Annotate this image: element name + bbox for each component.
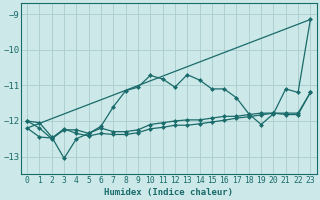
X-axis label: Humidex (Indice chaleur): Humidex (Indice chaleur) — [104, 188, 233, 197]
